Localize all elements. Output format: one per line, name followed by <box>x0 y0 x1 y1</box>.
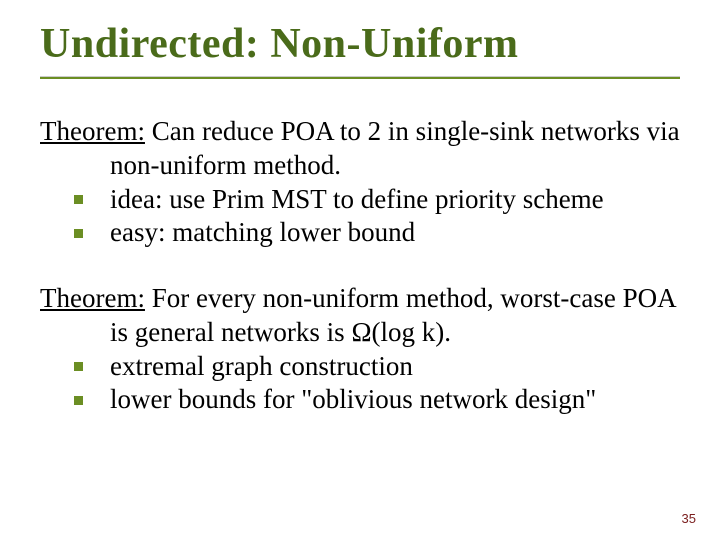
theorem-2-label: Theorem: <box>40 283 145 313</box>
theorem-2-bullets: extremal graph construction lower bounds… <box>40 350 680 418</box>
list-item: lower bounds for "oblivious network desi… <box>40 383 680 417</box>
list-item: extremal graph construction <box>40 350 680 384</box>
slide-number: 35 <box>682 511 696 526</box>
theorem-1-bullets: idea: use Prim MST to define priority sc… <box>40 183 680 251</box>
theorem-1: Theorem: Can reduce POA to 2 in single-s… <box>40 115 680 183</box>
slide: Undirected: Non-Uniform Theorem: Can red… <box>0 0 720 540</box>
theorem-1-label: Theorem: <box>40 116 145 146</box>
rule-accent <box>40 77 680 79</box>
theorem-2: Theorem: For every non-uniform method, w… <box>40 282 680 350</box>
theorem-2-text: For every non-uniform method, worst-case… <box>110 283 675 347</box>
list-item: idea: use Prim MST to define priority sc… <box>40 183 680 217</box>
theorem-1-text: Can reduce POA to 2 in single-sink netwo… <box>110 116 680 180</box>
list-item: easy: matching lower bound <box>40 216 680 250</box>
slide-title: Undirected: Non-Uniform <box>40 20 680 68</box>
slide-body: Theorem: Can reduce POA to 2 in single-s… <box>40 115 680 417</box>
